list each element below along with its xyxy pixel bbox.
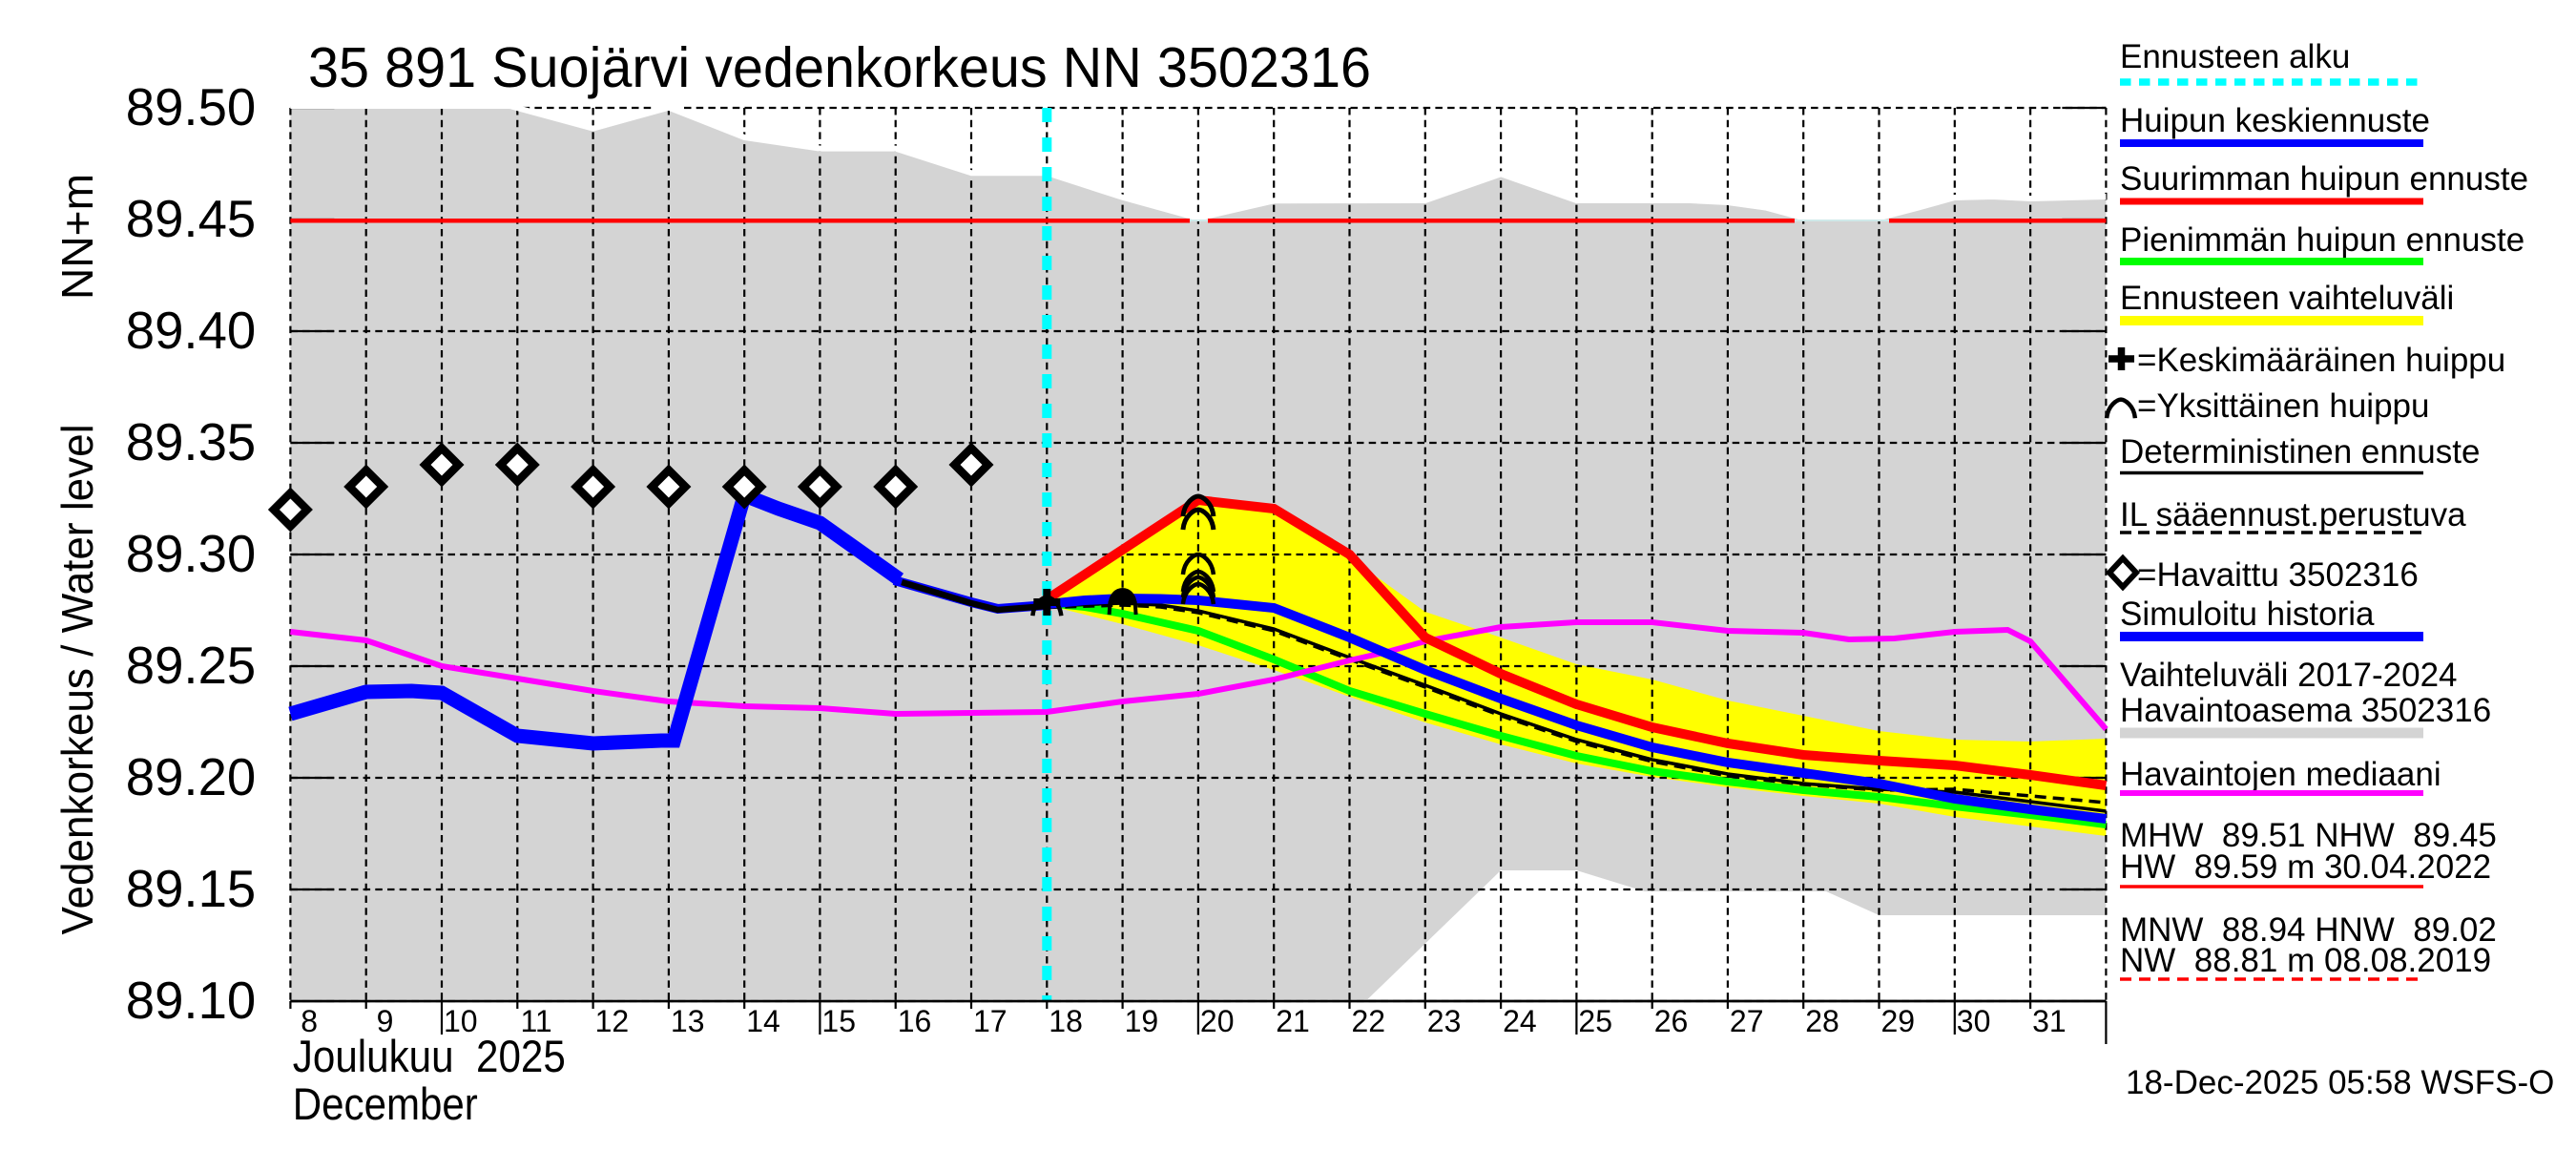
svg-text:89.50: 89.50 bbox=[126, 77, 256, 136]
svg-text:89.35: 89.35 bbox=[126, 412, 256, 471]
svg-text:Joulukuu 2025: Joulukuu 2025 bbox=[293, 1031, 566, 1081]
svg-text:89.20: 89.20 bbox=[126, 747, 256, 806]
svg-text:Huipun keskiennuste: Huipun keskiennuste bbox=[2120, 102, 2430, 139]
svg-text:8: 8 bbox=[301, 1004, 318, 1038]
svg-text:14: 14 bbox=[746, 1004, 780, 1038]
svg-text:22: 22 bbox=[1352, 1004, 1386, 1038]
svg-text:25: 25 bbox=[1578, 1004, 1612, 1038]
svg-text:26: 26 bbox=[1654, 1004, 1689, 1038]
svg-text:18-Dec-2025 05:58 WSFS-O: 18-Dec-2025 05:58 WSFS-O bbox=[2126, 1064, 2554, 1101]
svg-text:35 891 Suojärvi vedenkorkeus N: 35 891 Suojärvi vedenkorkeus NN 3502316 bbox=[308, 36, 1371, 99]
svg-text:31: 31 bbox=[2032, 1004, 2067, 1038]
svg-text:89.45: 89.45 bbox=[126, 189, 256, 248]
svg-text:NN+m: NN+m bbox=[52, 174, 102, 300]
svg-text:19: 19 bbox=[1125, 1004, 1159, 1038]
svg-text:23: 23 bbox=[1427, 1004, 1462, 1038]
svg-text:Vedenkorkeus / Water level: Vedenkorkeus / Water level bbox=[52, 425, 102, 935]
svg-text:Havaintoasema 3502316: Havaintoasema 3502316 bbox=[2120, 692, 2491, 729]
svg-text:20: 20 bbox=[1200, 1004, 1235, 1038]
svg-text:89.10: 89.10 bbox=[126, 971, 256, 1030]
svg-text:=Yksittäinen huippu: =Yksittäinen huippu bbox=[2137, 387, 2429, 425]
svg-text:18: 18 bbox=[1049, 1004, 1083, 1038]
svg-text:89.40: 89.40 bbox=[126, 301, 256, 360]
svg-text:30: 30 bbox=[1957, 1004, 1991, 1038]
svg-text:13: 13 bbox=[671, 1004, 705, 1038]
svg-text:27: 27 bbox=[1730, 1004, 1764, 1038]
svg-text:29: 29 bbox=[1881, 1004, 1916, 1038]
svg-text:10: 10 bbox=[444, 1004, 478, 1038]
svg-text:Pienimmän huipun ennuste: Pienimmän huipun ennuste bbox=[2120, 221, 2524, 259]
svg-text:24: 24 bbox=[1503, 1004, 1537, 1038]
svg-text:=Keskimääräinen huippu: =Keskimääräinen huippu bbox=[2137, 342, 2505, 379]
svg-text:Vaihteluväli 2017-2024: Vaihteluväli 2017-2024 bbox=[2120, 657, 2458, 694]
svg-text:89.25: 89.25 bbox=[126, 636, 256, 695]
svg-text:Simuloitu historia: Simuloitu historia bbox=[2120, 596, 2375, 633]
svg-text:=Havaittu 3502316: =Havaittu 3502316 bbox=[2137, 556, 2419, 594]
svg-text:MNW 88.94 HNW 89.02: MNW 88.94 HNW 89.02 bbox=[2120, 911, 2497, 949]
svg-text:12: 12 bbox=[595, 1004, 630, 1038]
svg-text:Ennusteen vaihteluväli: Ennusteen vaihteluväli bbox=[2120, 280, 2454, 317]
svg-text:HW 89.59 m 30.04.2022: HW 89.59 m 30.04.2022 bbox=[2120, 848, 2491, 886]
svg-text:Suurimman huipun ennuste: Suurimman huipun ennuste bbox=[2120, 160, 2528, 198]
svg-text:NW 88.81 m 08.08.2019: NW 88.81 m 08.08.2019 bbox=[2120, 942, 2491, 979]
svg-text:21: 21 bbox=[1276, 1004, 1310, 1038]
svg-text:28: 28 bbox=[1805, 1004, 1839, 1038]
svg-text:15: 15 bbox=[821, 1004, 856, 1038]
svg-text:Havaintojen mediaani: Havaintojen mediaani bbox=[2120, 756, 2441, 793]
svg-text:89.30: 89.30 bbox=[126, 524, 256, 583]
svg-text:IL sääennust.perustuva: IL sääennust.perustuva bbox=[2120, 496, 2466, 533]
svg-text:17: 17 bbox=[973, 1004, 1008, 1038]
svg-text:9: 9 bbox=[377, 1004, 394, 1038]
svg-text:16: 16 bbox=[898, 1004, 932, 1038]
svg-text:December: December bbox=[293, 1078, 478, 1129]
svg-text:Ennusteen alku: Ennusteen alku bbox=[2120, 38, 2350, 75]
svg-text:89.15: 89.15 bbox=[126, 859, 256, 918]
svg-text:Deterministinen ennuste: Deterministinen ennuste bbox=[2120, 433, 2480, 470]
svg-text:MHW 89.51 NHW 89.45: MHW 89.51 NHW 89.45 bbox=[2120, 817, 2497, 854]
svg-text:11: 11 bbox=[520, 1004, 551, 1038]
